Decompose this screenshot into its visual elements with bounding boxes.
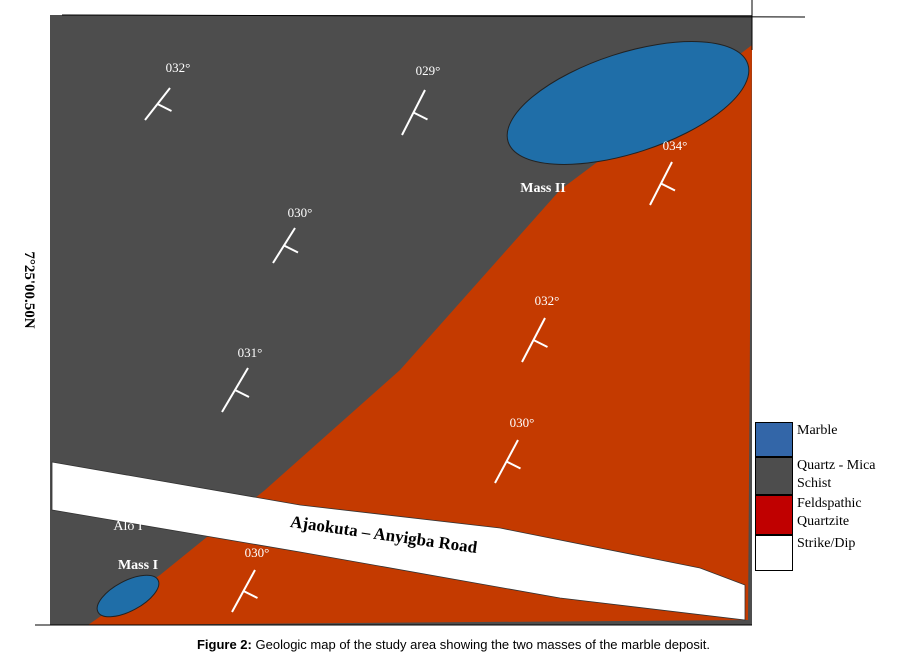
legend-swatch	[755, 535, 793, 571]
legend-swatch	[755, 495, 793, 535]
dip-tick	[157, 103, 172, 112]
strike-dip-label: 030°	[288, 205, 313, 220]
legend-item: Feldspathic Quartzite	[755, 495, 907, 535]
legend-item: Strike/Dip	[755, 535, 907, 571]
dip-tick	[660, 182, 676, 192]
strike-dip-label: 032°	[535, 293, 560, 308]
strike-dip-label: 034°	[663, 138, 688, 153]
legend-item: Marble	[755, 422, 907, 457]
legend-swatch	[755, 422, 793, 457]
legend-label: Feldspathic Quartzite	[797, 496, 862, 529]
strike-dips: 032° 029° 030° 031° 034° 032° 030° 030°	[144, 60, 688, 613]
strike-dip-label: 031°	[238, 345, 263, 360]
legend-swatch	[755, 457, 793, 495]
coordinate-label: 7°25'00.50N	[21, 251, 37, 328]
marble-mass-2	[506, 41, 750, 165]
marble-mass-1	[96, 574, 160, 618]
strike-dip-label: 032°	[166, 60, 191, 75]
dip-tick	[506, 460, 521, 470]
caption-text: Geologic map of the study area showing t…	[255, 637, 711, 652]
frame	[61, 14, 806, 18]
mass-label: Mass I	[118, 558, 158, 573]
quartzite	[88, 45, 752, 625]
dip-tick	[413, 111, 428, 121]
mass-label: Mass II	[520, 181, 566, 196]
legend-label: Quartz - Mica Schist	[797, 458, 876, 491]
caption-label: Figure 2:	[196, 637, 252, 652]
strike-dip-label: 029°	[416, 63, 441, 78]
road	[51, 461, 746, 621]
caption: Figure 2: Geologic map of the study area…	[0, 637, 907, 652]
legend-item: Quartz - Mica Schist	[755, 457, 907, 495]
strike-dip-label: 030°	[510, 415, 535, 430]
dip-tick	[533, 339, 548, 348]
legend-label: Strike/Dip	[797, 536, 856, 551]
locality-label: Alo I	[113, 519, 143, 534]
strike-dip-label: 030°	[245, 545, 270, 560]
legend-label: Marble	[797, 423, 838, 438]
dip-tick	[243, 590, 258, 599]
dip-tick	[234, 389, 250, 398]
dip-tick	[283, 244, 299, 254]
